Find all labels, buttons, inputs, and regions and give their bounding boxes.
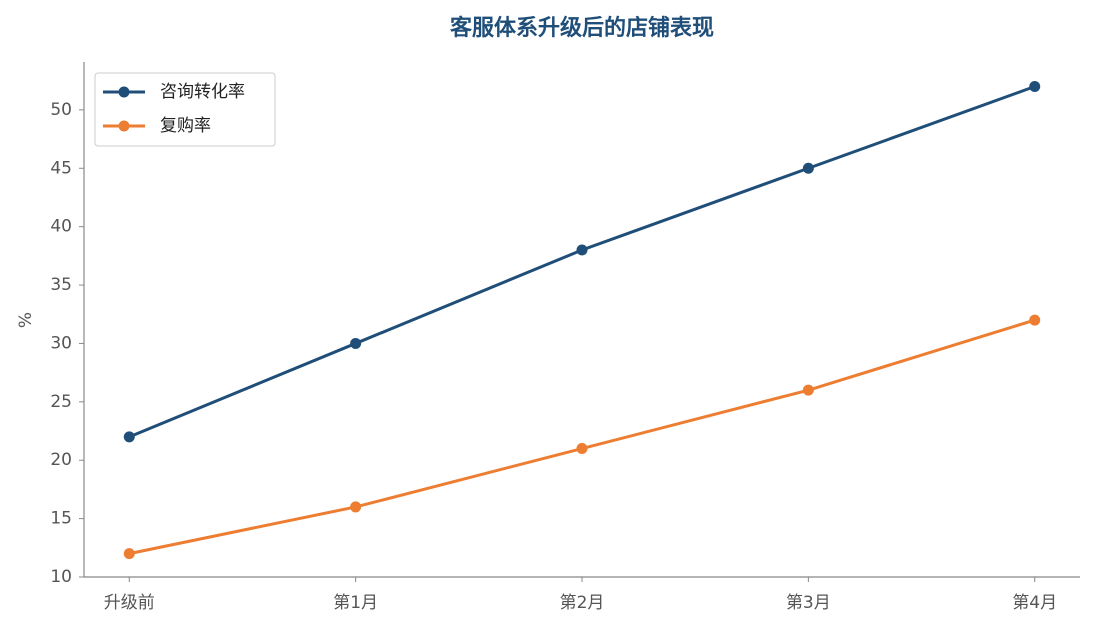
y-tick-label: 15 <box>50 509 72 529</box>
chart-title: 客服体系升级后的店铺表现 <box>450 15 714 41</box>
legend-label: 咨询转化率 <box>160 82 245 102</box>
data-point <box>802 162 814 174</box>
data-point <box>1029 314 1041 326</box>
y-tick-label: 45 <box>50 158 72 178</box>
y-axis-label: % <box>16 312 36 328</box>
data-point <box>350 337 362 349</box>
legend-marker <box>118 120 130 132</box>
data-point <box>1029 81 1041 93</box>
x-tick-label: 第3月 <box>786 593 831 613</box>
y-tick-label: 50 <box>50 100 72 120</box>
data-point <box>802 384 814 396</box>
y-tick-label: 10 <box>50 567 72 587</box>
y-tick-label: 25 <box>50 392 72 412</box>
data-point <box>576 443 588 455</box>
data-point <box>350 501 362 513</box>
x-tick-label: 升级前 <box>104 593 155 613</box>
legend-label: 复购率 <box>160 116 211 136</box>
y-tick-label: 35 <box>50 275 72 295</box>
y-tick-label: 20 <box>50 450 72 470</box>
x-tick-label: 第1月 <box>333 593 378 613</box>
y-tick-label: 40 <box>50 217 72 237</box>
y-tick-label: 30 <box>50 333 72 353</box>
x-tick-label: 第2月 <box>560 593 605 613</box>
data-point <box>123 548 135 560</box>
legend-marker <box>118 86 130 98</box>
x-tick-label: 第4月 <box>1012 593 1057 613</box>
data-point <box>123 431 135 443</box>
series-line <box>128 318 1036 556</box>
data-point <box>576 244 588 256</box>
